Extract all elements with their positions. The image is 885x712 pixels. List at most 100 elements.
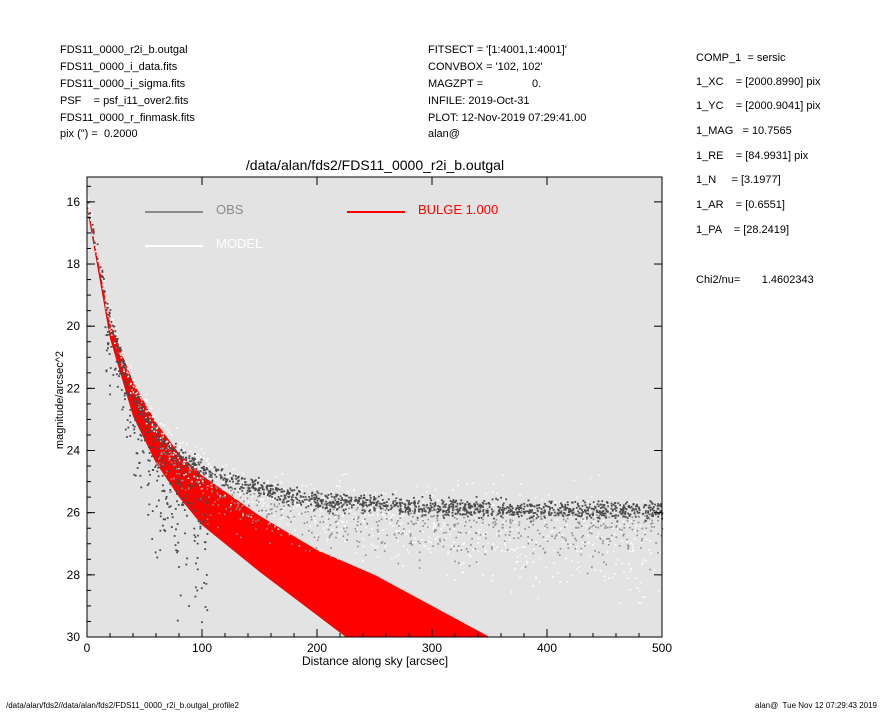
obs-point <box>133 473 136 476</box>
model-point <box>355 517 358 519</box>
obs-point <box>413 503 416 505</box>
obs-point <box>127 393 130 396</box>
obs-point <box>567 508 570 511</box>
obs-point <box>584 541 586 544</box>
obs-point <box>269 494 272 497</box>
obs-point <box>214 501 216 503</box>
model-point <box>326 509 328 512</box>
model-point <box>92 225 94 227</box>
obs-point <box>182 466 185 469</box>
obs-point <box>184 532 187 535</box>
model-point <box>293 517 296 520</box>
obs-point <box>603 504 606 506</box>
obs-point <box>532 523 535 526</box>
obs-point <box>202 492 204 495</box>
model-point <box>611 576 614 579</box>
obs-point <box>386 501 388 503</box>
obs-point <box>276 498 279 501</box>
model-point <box>594 502 596 505</box>
obs-point <box>282 501 285 504</box>
obs-point <box>636 510 639 513</box>
obs-point <box>436 511 439 513</box>
obs-point <box>386 504 389 507</box>
obs-point <box>332 508 335 511</box>
obs-point <box>138 404 140 407</box>
obs-point <box>348 496 351 499</box>
obs-point <box>307 499 310 502</box>
obs-point <box>576 503 579 506</box>
model-point <box>229 475 232 478</box>
model-point <box>478 533 481 535</box>
obs-point <box>434 502 437 505</box>
model-point <box>461 571 464 573</box>
model-point <box>402 530 404 533</box>
model-point <box>433 522 436 524</box>
obs-point <box>317 505 320 508</box>
obs-point <box>363 494 366 497</box>
model-point <box>96 246 99 249</box>
obs-point <box>457 522 459 525</box>
model-point <box>216 477 219 479</box>
obs-point <box>192 457 195 460</box>
obs-point <box>347 533 349 536</box>
obs-point <box>104 301 107 304</box>
obs-point <box>474 548 477 550</box>
obs-point <box>575 506 578 509</box>
obs-point <box>482 506 485 508</box>
model-point <box>149 419 151 421</box>
obs-point <box>110 321 113 323</box>
obs-point <box>211 489 213 492</box>
obs-point <box>465 548 468 550</box>
obs-point <box>280 490 283 493</box>
model-point <box>463 542 466 545</box>
obs-point <box>306 521 309 524</box>
obs-point <box>192 463 195 466</box>
model-point <box>520 483 523 486</box>
model-point <box>187 477 190 480</box>
obs-point <box>418 509 421 512</box>
obs-point <box>179 474 182 477</box>
obs-point <box>189 460 191 463</box>
obs-point <box>315 495 318 497</box>
obs-point <box>433 505 436 507</box>
model-point <box>315 535 318 537</box>
model-point <box>428 547 430 550</box>
model-point <box>590 525 592 527</box>
model-point <box>105 303 107 306</box>
obs-point <box>392 505 394 508</box>
obs-point <box>112 330 115 333</box>
obs-point <box>445 503 448 506</box>
model-point <box>156 426 159 428</box>
obs-point <box>526 510 528 513</box>
model-point <box>616 528 619 530</box>
obs-point <box>578 512 581 514</box>
obs-point <box>499 512 501 514</box>
obs-point <box>605 501 608 503</box>
obs-point <box>216 492 219 494</box>
model-point <box>638 602 640 604</box>
obs-point <box>598 510 601 512</box>
obs-point <box>445 531 447 534</box>
obs-point <box>509 520 511 523</box>
model-point <box>110 327 113 329</box>
obs-point <box>220 469 223 472</box>
obs-point <box>458 509 461 512</box>
obs-point <box>645 527 648 530</box>
obs-point <box>174 445 177 448</box>
obs-point <box>456 549 459 552</box>
model-point <box>613 533 616 535</box>
obs-point <box>646 517 649 520</box>
obs-point <box>168 445 170 448</box>
obs-point <box>202 467 205 470</box>
obs-point <box>317 536 320 539</box>
obs-point <box>103 290 106 293</box>
obs-point <box>466 515 469 518</box>
obs-point <box>170 526 173 528</box>
obs-point <box>385 505 388 508</box>
model-point <box>558 533 560 536</box>
obs-point <box>174 461 177 463</box>
model-point <box>528 539 531 542</box>
obs-point <box>456 511 459 514</box>
obs-point <box>336 501 339 504</box>
obs-point <box>378 520 381 522</box>
